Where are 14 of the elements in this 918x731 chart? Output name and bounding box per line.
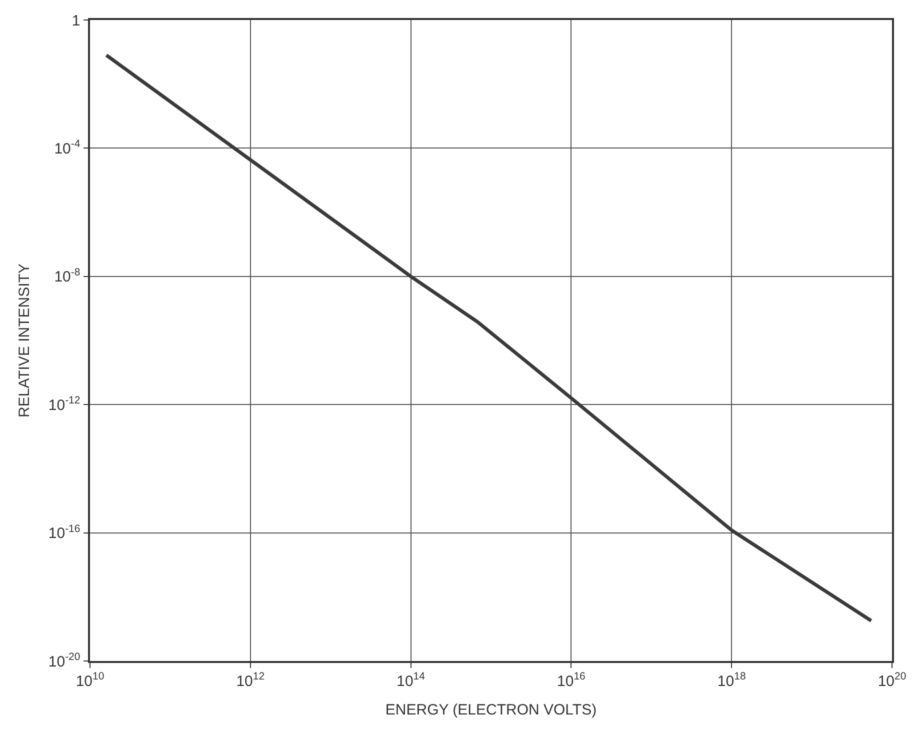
x-axis-title: ENERGY (ELECTRON VOLTS) bbox=[385, 701, 597, 718]
y-tick-label: 10$^{-12}$ bbox=[48, 394, 80, 414]
y-tick-label: 10$^{-8}$ bbox=[54, 266, 80, 286]
x-tick-label: 10$^{14}$ bbox=[396, 670, 426, 690]
x-tick-label: 10$^{10}$ bbox=[76, 670, 104, 690]
x-tick-label: 10$^{16}$ bbox=[557, 670, 586, 690]
x-tick-label: 10$^{12}$ bbox=[236, 670, 265, 690]
x-tick-label: 10$^{18}$ bbox=[717, 670, 746, 690]
y-tick-label: 10$^{-16}$ bbox=[48, 522, 80, 542]
x-tick-label: 10$^{20}$ bbox=[878, 670, 906, 690]
y-axis-title: RELATIVE INTENSITY bbox=[16, 264, 34, 418]
y-tick-label: 1 bbox=[72, 12, 80, 30]
y-tick-label: 10$^{-20}$ bbox=[48, 650, 80, 670]
y-tick-label: 10$^{-4}$ bbox=[54, 138, 80, 158]
